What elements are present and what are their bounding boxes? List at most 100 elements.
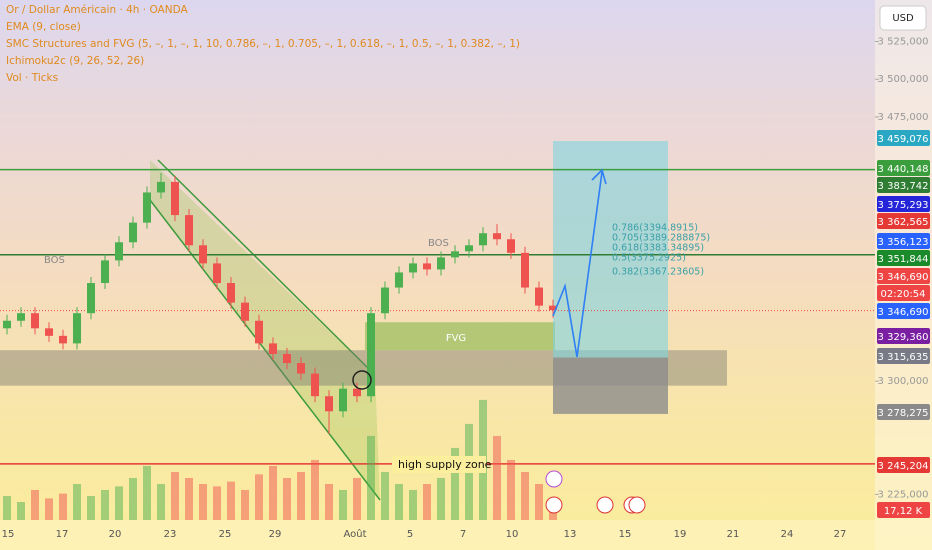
candle-body	[493, 233, 501, 240]
volume-bar	[451, 447, 459, 520]
volume-bar	[535, 483, 543, 520]
candle-body	[59, 335, 67, 344]
price-tag	[877, 404, 930, 420]
candle-body	[3, 320, 11, 329]
price-tag	[877, 303, 930, 319]
y-tick-label: 3 500,000	[878, 74, 929, 85]
candle-body	[353, 388, 361, 397]
candle-body	[73, 313, 81, 344]
fib-label: 0.786(3394.8915)	[612, 223, 698, 234]
volume-bar	[409, 489, 417, 520]
target-box	[553, 141, 668, 358]
price-tag-label: 17,12 K	[884, 506, 923, 517]
currency-label[interactable]: USD	[892, 13, 914, 24]
volume-bar	[227, 481, 235, 520]
volume-bar	[115, 486, 123, 520]
y-tick-label: 3 225,000	[878, 489, 929, 500]
bos-label: BOS	[44, 255, 65, 266]
volume-bar	[213, 486, 221, 520]
price-tag	[877, 457, 930, 473]
price-tag	[877, 328, 930, 344]
volume-bar	[283, 477, 291, 520]
x-tick-label: 7	[460, 529, 466, 540]
volume-bar	[73, 483, 81, 520]
price-tag	[877, 196, 930, 212]
price-tag-label: 3 346,690	[878, 272, 929, 283]
volume-bar	[157, 483, 165, 520]
y-tick-label: 3 300,000	[878, 376, 929, 387]
candle-body	[17, 313, 25, 321]
candle-body	[549, 305, 557, 311]
x-tick-label: 5	[407, 529, 413, 540]
candle-body	[283, 353, 291, 364]
currency-button[interactable]	[879, 5, 927, 31]
fib-label: 0.382(3367.23605)	[612, 267, 704, 278]
price-tag	[877, 213, 930, 229]
event-icon	[545, 496, 563, 514]
candle-body	[311, 373, 319, 397]
y-tick-label: 3 525,000	[878, 37, 929, 48]
candle-body	[171, 181, 179, 216]
x-tick-label: Août	[343, 528, 366, 540]
candle-body	[437, 257, 445, 270]
x-tick-label: 17	[56, 529, 69, 540]
candle-body	[199, 245, 207, 264]
volume-bar	[311, 459, 319, 520]
price-tag-label: 3 346,690	[878, 307, 929, 318]
price-tag	[877, 160, 930, 176]
symbol-title: Or / Dollar Américain · 4h · OANDA	[6, 4, 188, 16]
x-tick-label: 23	[164, 529, 177, 540]
indicator: Vol · Ticks	[6, 72, 58, 84]
x-tick-label: 10	[506, 529, 519, 540]
volume-bar	[507, 459, 515, 520]
stop-box	[553, 357, 668, 414]
candle-body	[507, 239, 515, 253]
volume-bar	[199, 483, 207, 520]
volume-bar	[87, 495, 95, 520]
price-tag	[877, 348, 930, 364]
price-tag-label: 3 315,635	[878, 352, 929, 363]
candle-body	[395, 272, 403, 288]
candle-body	[241, 302, 249, 321]
volume-bar	[353, 477, 361, 520]
supply-label: high supply zone	[398, 458, 492, 471]
volume-bar	[17, 501, 25, 520]
volume-bar	[185, 477, 193, 520]
volume-bar	[423, 483, 431, 520]
candle-body	[423, 263, 431, 270]
fvg-label: FVG	[446, 333, 466, 344]
volume-bar	[59, 493, 67, 520]
y-tick-label: 3 475,000	[878, 112, 929, 123]
x-tick-label: 21	[727, 529, 740, 540]
channel-line	[149, 199, 381, 501]
x-tick-label: 13	[564, 529, 577, 540]
volume-bar	[437, 477, 445, 520]
volume-bar	[31, 489, 39, 520]
price-tag-label: 3 375,293	[878, 200, 929, 211]
candle-body	[535, 287, 543, 306]
volume-bar	[521, 471, 529, 520]
volume-bar	[171, 471, 179, 520]
x-tick-label: 15	[2, 529, 15, 540]
candle-body	[255, 320, 263, 344]
candle-body	[325, 396, 333, 412]
highlight-circle	[352, 370, 372, 390]
candle-body	[269, 343, 277, 354]
price-tag	[877, 502, 930, 518]
volume-bar	[493, 435, 501, 520]
event-icon	[545, 470, 563, 488]
candle-body	[143, 192, 151, 223]
volume-bar	[101, 489, 109, 520]
event-icon	[628, 496, 646, 514]
candle-body	[31, 313, 39, 329]
volume-bar	[255, 474, 263, 520]
candle-body	[479, 233, 487, 246]
channel	[150, 160, 380, 500]
indicator: EMA (9, close)	[6, 21, 81, 33]
volume-bar	[129, 477, 137, 520]
fvg-zone	[365, 322, 555, 351]
fib-label: 0.618(3383.34895)	[612, 243, 704, 254]
x-tick-label: 19	[674, 529, 687, 540]
price-tag-label: 3 440,148	[878, 164, 929, 175]
